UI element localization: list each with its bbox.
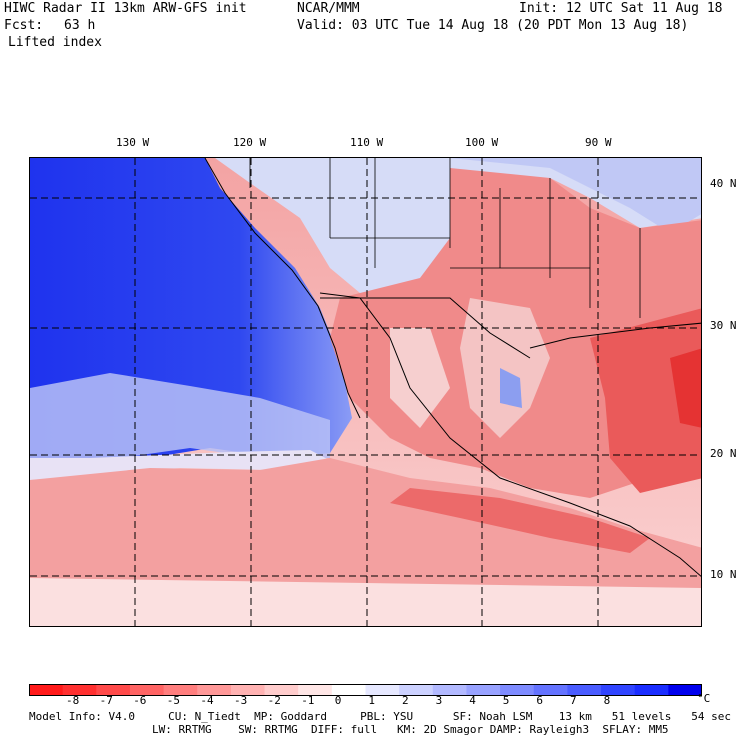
west-coastline: [204, 158, 361, 419]
sierra-madre: [390, 328, 450, 428]
colorbar-swatch: [466, 684, 501, 696]
northeast-stable: [450, 158, 701, 233]
colorbar-swatch: [399, 684, 434, 696]
colorbar-swatch: [163, 684, 198, 696]
colorbar-swatch: [230, 684, 266, 696]
lon-label: 100 W: [465, 136, 499, 149]
forecast-hour: 63 h: [64, 18, 96, 33]
colorbar-unit: °C: [697, 692, 711, 705]
colorbar-tick-label: -2: [267, 694, 281, 707]
lat-label: 10 N: [710, 568, 737, 581]
colorbar-swatch: [432, 684, 467, 696]
colorbar-tick-label: 4: [469, 694, 476, 707]
us-mexico-border: [320, 297, 531, 359]
colorbar-swatch: [634, 684, 669, 696]
org-label: NCAR/MMM: [297, 1, 360, 16]
colorbar-swatch: [533, 684, 568, 696]
colorbar-swatch: [62, 684, 97, 696]
colorbar-tick-label: -1: [301, 694, 315, 707]
southern-margin: [30, 578, 701, 626]
colorbar-swatch: [197, 684, 232, 696]
colorbar-svg: [29, 684, 703, 696]
colorbar-swatch: [331, 684, 366, 696]
lon-label: 110 W: [350, 136, 384, 149]
itcz-core: [390, 488, 650, 553]
lat-label: 30 N: [710, 319, 737, 332]
init-time: Init: 12 UTC Sat 11 Aug 18: [519, 1, 723, 16]
colorbar-swatch: [96, 684, 131, 696]
very-unstable-core: [670, 348, 701, 428]
transition-band: [30, 373, 330, 476]
colorbar-tick-label: 2: [402, 694, 409, 707]
valid-time: Valid: 03 UTC Tue 14 Aug 18 (20 PDT Mon …: [297, 18, 689, 33]
colorbar: [29, 681, 703, 696]
colorbar-swatch: [500, 684, 535, 696]
colorbar-swatch: [601, 684, 636, 696]
colorbar-tick-label: -7: [99, 694, 113, 707]
colorbar-swatch: [29, 684, 64, 696]
graticule: [30, 158, 701, 626]
colorbar-ticks: -8 -7 -6 -5 -4 -3 -2 -1 0 1 2 3 4 5 6 7 8 °C: [29, 692, 729, 708]
field-name: Lifted index: [8, 35, 102, 50]
colorbar-tick-label: 1: [368, 694, 376, 707]
latitude-labels: 40 N 30 N 20 N 10 N: [704, 150, 740, 630]
colorbar-tick-label: -6: [133, 694, 147, 707]
colorbar-swatch: [567, 684, 602, 696]
colorbar-swatch: [668, 684, 703, 696]
lon-label: 120 W: [233, 136, 267, 149]
colorbar-tick-label: 8: [603, 694, 611, 707]
colorbar-swatch: [264, 684, 299, 696]
colorbar-tick-label: -8: [66, 694, 80, 707]
model-info-line2: LW: RRTMG SW: RRTMG DIFF: full KM: 2D Sm…: [152, 723, 669, 736]
colorbar-tick-label: -5: [166, 694, 181, 707]
longitude-labels: 130 W 120 W 110 W 100 W 90 W: [0, 136, 740, 152]
lifted-index-map: [29, 157, 702, 627]
gulf-coast: [529, 322, 701, 349]
colorbar-swatch: [129, 684, 165, 696]
map-svg: [30, 158, 701, 626]
mexico-coastline: [319, 292, 701, 577]
colorbar-tick-label: -3: [234, 694, 248, 707]
model-title: HIWC Radar II 13km ARW-GFS init: [4, 1, 247, 16]
model-info-line1: Model Info: V4.0 CU: N_Tiedt MP: Goddard…: [29, 710, 731, 723]
lat-label: 40 N: [710, 177, 737, 190]
colorbar-tick-label: 5: [502, 694, 510, 707]
lat-label: 20 N: [710, 447, 737, 460]
colorbar-tick-label: 7: [570, 694, 577, 707]
colorbar-swatch: [365, 684, 400, 696]
stable-patch: [500, 368, 522, 408]
colorbar-tick-label: -4: [200, 694, 214, 707]
lon-label: 130 W: [116, 136, 150, 149]
lon-label: 90 W: [585, 136, 612, 149]
colorbar-swatch: [298, 684, 333, 696]
strongly-unstable-gulf: [590, 308, 701, 493]
colorbar-tick-label: 3: [435, 694, 443, 707]
colorbar-frame: [29, 684, 702, 696]
colorbar-tick-label: 0: [334, 694, 342, 707]
forecast-label: Fcst:: [4, 18, 44, 33]
colorbar-tick-label: 6: [536, 694, 544, 707]
